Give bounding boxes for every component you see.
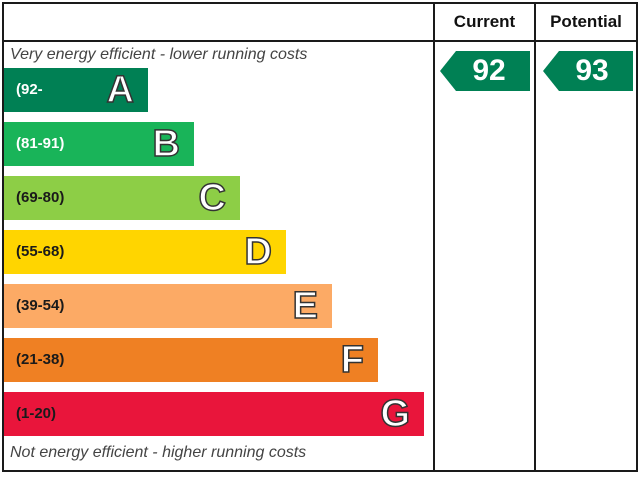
- band-range-label: (39-54): [16, 297, 65, 314]
- current-rating-value: 92: [472, 54, 506, 87]
- potential-header: Potential: [550, 12, 622, 31]
- band-a: (92- A: [4, 68, 148, 112]
- band-d: (55-68) D: [4, 230, 286, 274]
- band-letter: G: [380, 392, 411, 436]
- column-divider-potential: [534, 2, 536, 472]
- border-bottom: [2, 470, 638, 472]
- band-range-label: (81-91): [16, 135, 65, 152]
- band-range-label: (69-80): [16, 189, 65, 206]
- border-right: [636, 2, 638, 472]
- band-letter: E: [292, 284, 319, 328]
- border-top: [2, 2, 638, 4]
- band-b: (81-91) B: [4, 122, 194, 166]
- current-rating-arrow: 92: [440, 51, 530, 91]
- band-g: (1-20) G: [4, 392, 424, 436]
- band-range-label: (21-38): [16, 351, 65, 368]
- band-range-label: (92-: [16, 81, 43, 98]
- caption-bottom: Not energy efficient - higher running co…: [10, 444, 307, 461]
- potential-rating-value: 93: [575, 54, 609, 87]
- band-letter: F: [340, 338, 365, 382]
- band-e: (39-54) E: [4, 284, 332, 328]
- band-letter: A: [106, 68, 135, 112]
- header-divider: [2, 40, 638, 42]
- band-letter: D: [244, 230, 273, 274]
- band-range-label: (55-68): [16, 243, 65, 260]
- caption-top: Very energy efficient - lower running co…: [10, 46, 308, 63]
- potential-arrow-shape: [543, 51, 633, 91]
- band-f: (21-38) F: [4, 338, 378, 382]
- band-c: (69-80) C: [4, 176, 240, 220]
- band-letter: C: [198, 176, 227, 220]
- column-divider-current: [433, 2, 435, 472]
- band-letter: B: [152, 122, 181, 166]
- current-arrow-shape: [440, 51, 530, 91]
- border-left: [2, 2, 4, 472]
- band-range-label: (1-20): [16, 405, 57, 422]
- current-header: Current: [453, 12, 516, 31]
- potential-rating-arrow: 93: [543, 51, 633, 91]
